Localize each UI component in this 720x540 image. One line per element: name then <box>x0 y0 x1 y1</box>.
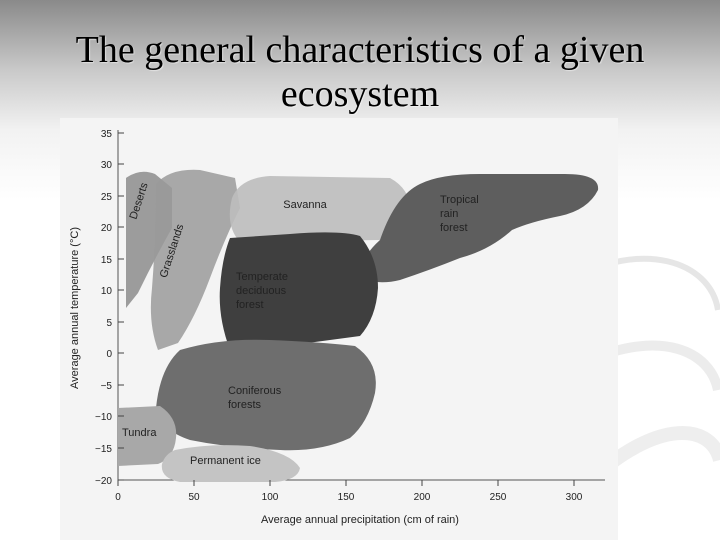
y-tick-label: 0 <box>106 349 112 360</box>
tundra-label: Tundra <box>122 427 157 439</box>
x-tick-label: 250 <box>490 492 507 503</box>
x-axis-ticks: 0 50 100 150 200 250 300 <box>115 480 583 503</box>
y-axis-ticks: 35 30 25 20 15 10 5 0 −5 −10 −15 −20 <box>95 129 124 487</box>
y-tick-label: 5 <box>106 318 112 329</box>
y-tick-label: 15 <box>101 255 113 266</box>
temperate-forest-label-line2: deciduous <box>236 285 287 297</box>
y-tick-label: −5 <box>101 381 113 392</box>
x-tick-label: 300 <box>566 492 583 503</box>
x-tick-label: 0 <box>115 492 121 503</box>
x-tick-label: 200 <box>414 492 431 503</box>
y-tick-label: 30 <box>101 160 113 171</box>
permanent-ice-region <box>161 445 300 482</box>
y-tick-label: 25 <box>101 192 113 203</box>
y-tick-label: 35 <box>101 129 113 140</box>
grasslands-region <box>150 169 240 350</box>
tundra-region <box>118 406 177 466</box>
x-tick-label: 150 <box>338 492 355 503</box>
x-tick-label: 100 <box>262 492 279 503</box>
tropical-forest-region <box>360 174 599 283</box>
coniferous-forest-region <box>156 339 376 451</box>
slide-title: The general characteristics of a given e… <box>75 29 645 115</box>
x-axis-title: Average annual precipitation (cm of rain… <box>261 514 459 526</box>
y-tick-label: −15 <box>95 444 112 455</box>
y-axis-title: Average annual temperature (°C) <box>69 227 81 389</box>
temperate-forest-label-line1: Temperate <box>236 271 288 283</box>
y-tick-label: −10 <box>95 412 112 423</box>
permanent-ice-label: Permanent ice <box>190 455 261 467</box>
biome-diagram: 35 30 25 20 15 10 5 0 −5 −10 −15 −20 0 5… <box>60 118 618 540</box>
savanna-label: Savanna <box>283 199 327 211</box>
tropical-forest-label-line1: Tropical <box>440 194 479 206</box>
temperate-forest-label-line3: forest <box>236 299 264 311</box>
tropical-forest-label-line2: rain <box>440 208 458 220</box>
temperate-forest-region <box>219 232 378 350</box>
coniferous-forest-label-line1: Coniferous <box>228 385 282 397</box>
coniferous-forest-label-line2: forests <box>228 399 262 411</box>
x-tick-label: 50 <box>188 492 200 503</box>
tropical-forest-label-line3: forest <box>440 222 468 234</box>
y-tick-label: −20 <box>95 476 112 487</box>
y-tick-label: 20 <box>101 223 113 234</box>
y-tick-label: 10 <box>101 286 113 297</box>
savanna-region <box>229 176 411 242</box>
